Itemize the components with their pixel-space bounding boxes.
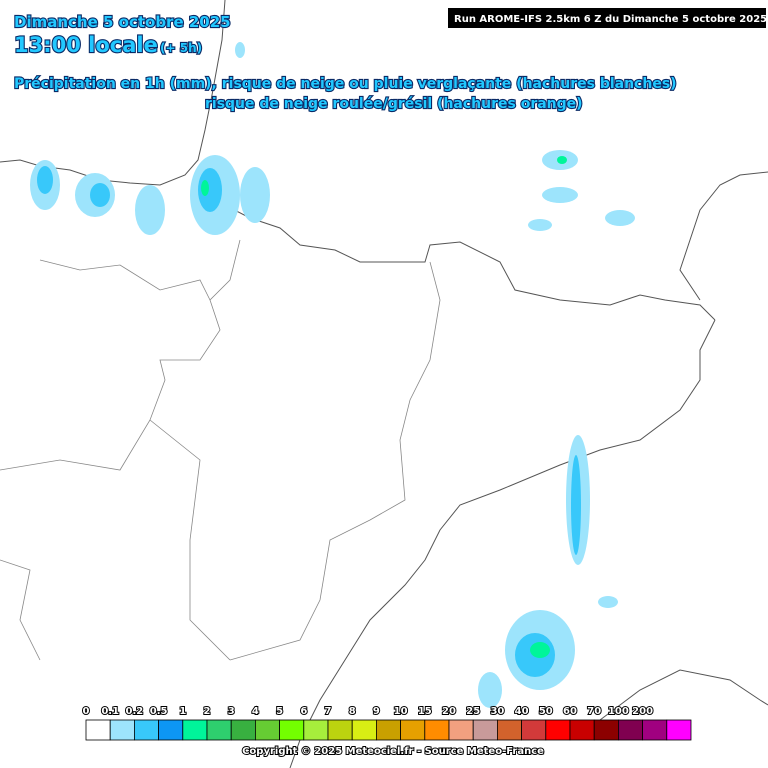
legend-label: 0.2 (126, 706, 144, 717)
legend-swatch (569, 719, 595, 741)
copyright: Copyright © 2025 Meteociel.fr - Source M… (242, 746, 544, 757)
legend-swatch (327, 719, 353, 741)
legend-swatch (545, 719, 571, 741)
legend-label: 1 (179, 706, 186, 717)
precip-cell (37, 166, 53, 194)
precip-cell (240, 167, 270, 223)
precip-cell (571, 455, 581, 555)
legend-label: 60 (563, 706, 577, 717)
legend-swatch (400, 719, 426, 741)
subtitle-2: risque de neige roulée/grésil (hachures … (205, 96, 583, 112)
legend-swatch (206, 719, 232, 741)
legend-label: 30 (490, 706, 504, 717)
legend-label: 50 (539, 706, 553, 717)
legend-label: 5 (276, 706, 283, 717)
region-border (149, 419, 231, 661)
legend-swatch (158, 719, 184, 741)
precip-cell (557, 156, 567, 164)
precipitation (30, 42, 635, 708)
legend-label: 4 (252, 706, 259, 717)
legend-label: 100 (608, 706, 629, 717)
precip-cell (542, 187, 578, 203)
precip-cell (235, 42, 245, 58)
legend-swatch (254, 719, 280, 741)
legend-swatch (109, 719, 135, 741)
legend-label: 40 (515, 706, 529, 717)
legend-label: 70 (587, 706, 601, 717)
precip-cell (605, 210, 635, 226)
run-info: Run AROME-IFS 2.5km 6 Z du Dimanche 5 oc… (454, 14, 767, 25)
precip-cell (530, 642, 550, 658)
legend-label: 0 (83, 706, 90, 717)
legend-swatch (618, 719, 644, 741)
precip-cell (198, 168, 222, 212)
legend-label: 15 (418, 706, 432, 717)
precip-cell (135, 185, 165, 235)
precip-cell (528, 219, 552, 231)
legend-swatch (279, 719, 305, 741)
legend-swatch (351, 719, 377, 741)
legend-label: 200 (632, 706, 653, 717)
legend-label: 8 (349, 706, 356, 717)
run-box (448, 8, 766, 28)
region-border (39, 259, 211, 301)
lead: (+ 5h) (160, 41, 202, 55)
legend-label: 0.1 (101, 706, 119, 717)
legend-swatch (593, 719, 619, 741)
precip-cell (598, 596, 618, 608)
precip-cell (90, 183, 110, 207)
legend-swatch (642, 719, 668, 741)
legend-label: 20 (442, 706, 456, 717)
region-border (0, 239, 241, 471)
legend-label: 0.5 (150, 706, 168, 717)
legend-label: 10 (394, 706, 408, 717)
legend-swatch (85, 719, 111, 741)
legend-swatch (472, 719, 498, 741)
coastline-north (679, 171, 768, 301)
legend-label: 9 (373, 706, 380, 717)
region-border (0, 559, 41, 661)
subtitle-1: Précipitation en 1h (mm), risque de neig… (14, 76, 677, 92)
legend-swatch (182, 719, 208, 741)
precip-cell (478, 672, 502, 708)
legend-label: 2 (204, 706, 211, 717)
legend-label: 6 (300, 706, 307, 717)
border-pyrenees (194, 179, 716, 321)
legend-swatch (496, 719, 522, 741)
legend-swatch (375, 719, 401, 741)
legend-swatch (133, 719, 159, 741)
precip-cell (201, 180, 209, 196)
coastline-baleares (599, 669, 768, 721)
legend-swatch (303, 719, 329, 741)
legend-swatch (521, 719, 547, 741)
legend: 0 0.1 0.2 0.5 1 2 3 4 5 6 7 8 9 10 15 20 25 30 40 50 60 70 100… (82, 705, 692, 741)
legend-swatch (666, 719, 692, 741)
region-border (229, 261, 441, 661)
legend-swatch (424, 719, 450, 741)
legend-swatch (230, 719, 256, 741)
coastline-mediterranean (289, 319, 716, 768)
legend-label: 7 (325, 706, 332, 717)
legend-swatch (448, 719, 474, 741)
time: 13:00 locale (14, 33, 158, 57)
legend-label: 25 (466, 706, 480, 717)
legend-label: 3 (228, 706, 235, 717)
date: Dimanche 5 octobre 2025 (14, 13, 231, 31)
